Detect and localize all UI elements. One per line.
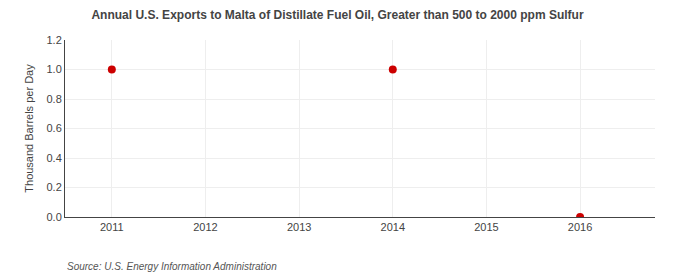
svg-text:0.6: 0.6 (47, 122, 62, 134)
svg-text:0.2: 0.2 (47, 181, 62, 193)
svg-text:2011: 2011 (100, 221, 124, 233)
svg-text:2016: 2016 (568, 221, 592, 233)
svg-text:0.0: 0.0 (47, 211, 62, 223)
svg-text:1.2: 1.2 (47, 34, 62, 46)
svg-text:1.0: 1.0 (47, 63, 62, 75)
svg-text:2014: 2014 (381, 221, 405, 233)
svg-text:Annual U.S. Exports to Malta o: Annual U.S. Exports to Malta of Distilla… (91, 8, 583, 22)
svg-text:0.4: 0.4 (47, 152, 62, 164)
svg-text:2012: 2012 (193, 221, 217, 233)
svg-text:2015: 2015 (474, 221, 498, 233)
svg-text:0.8: 0.8 (47, 93, 62, 105)
svg-text:Thousand Barrels per Day: Thousand Barrels per Day (23, 64, 35, 193)
svg-text:Source: U.S. Energy Informatio: Source: U.S. Energy Information Administ… (67, 261, 277, 272)
svg-text:2013: 2013 (287, 221, 311, 233)
